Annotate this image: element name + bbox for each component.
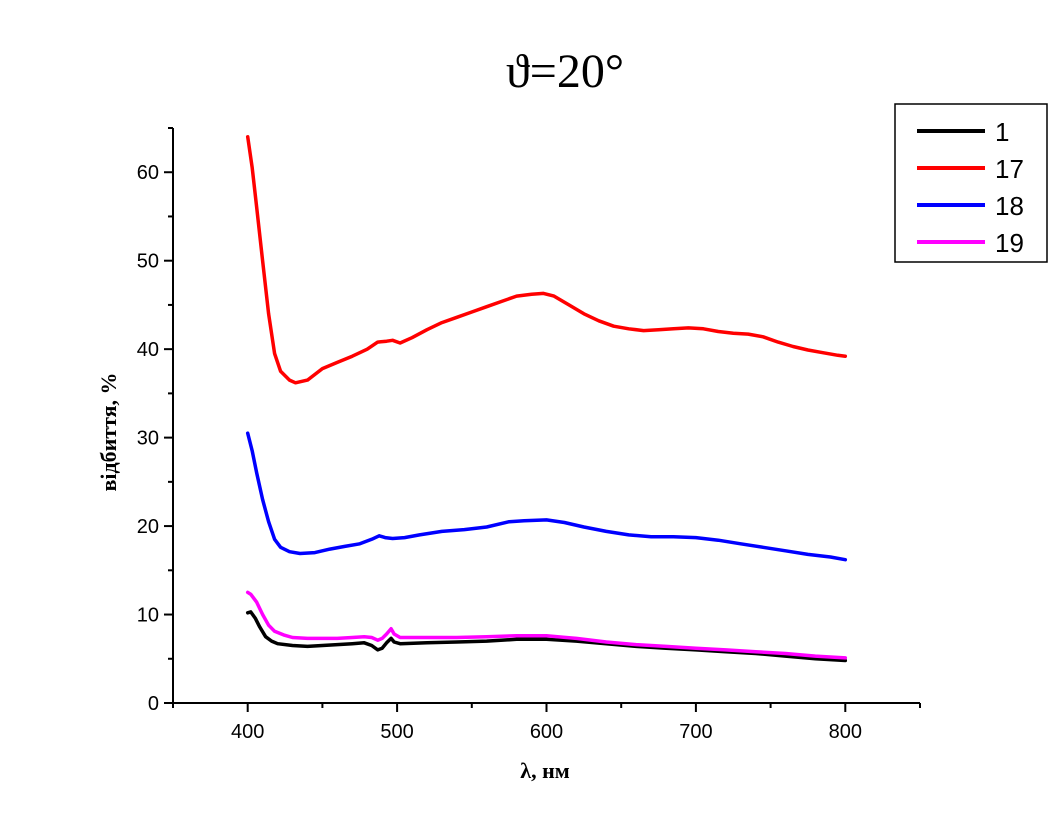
y-axis-label: відбиття, %	[96, 372, 121, 491]
x-tick-label: 500	[380, 721, 413, 743]
x-axis-label: λ, нм	[520, 758, 569, 783]
x-tick-label: 700	[679, 721, 712, 743]
y-tick-label: 0	[148, 693, 159, 715]
x-tick-label: 600	[530, 721, 563, 743]
x-tick-label: 400	[231, 721, 264, 743]
legend-label-18: 18	[995, 191, 1024, 221]
series-line-1	[245, 610, 848, 663]
x-tick-label: 800	[829, 721, 862, 743]
legend-label-19: 19	[995, 228, 1024, 258]
legend-label-1: 1	[995, 117, 1009, 147]
legend-box	[894, 103, 1048, 263]
y-tick-label: 50	[137, 251, 159, 273]
chart-title: ϑ=20°	[506, 45, 624, 98]
series-line-17	[245, 135, 848, 385]
legend-label-17: 17	[995, 154, 1024, 184]
series-line-19	[245, 590, 848, 660]
y-tick-label: 60	[137, 162, 159, 184]
series-line-18	[245, 431, 848, 562]
y-tick-label: 20	[137, 516, 159, 538]
y-tick-label: 40	[137, 339, 159, 361]
legend: 1 17 18 19	[894, 103, 1048, 263]
y-tick-label: 10	[137, 605, 159, 627]
y-tick-label: 30	[137, 428, 159, 450]
plot-area: 0 10 20 30 40 50 60 400 500 600 700 800	[137, 127, 921, 743]
